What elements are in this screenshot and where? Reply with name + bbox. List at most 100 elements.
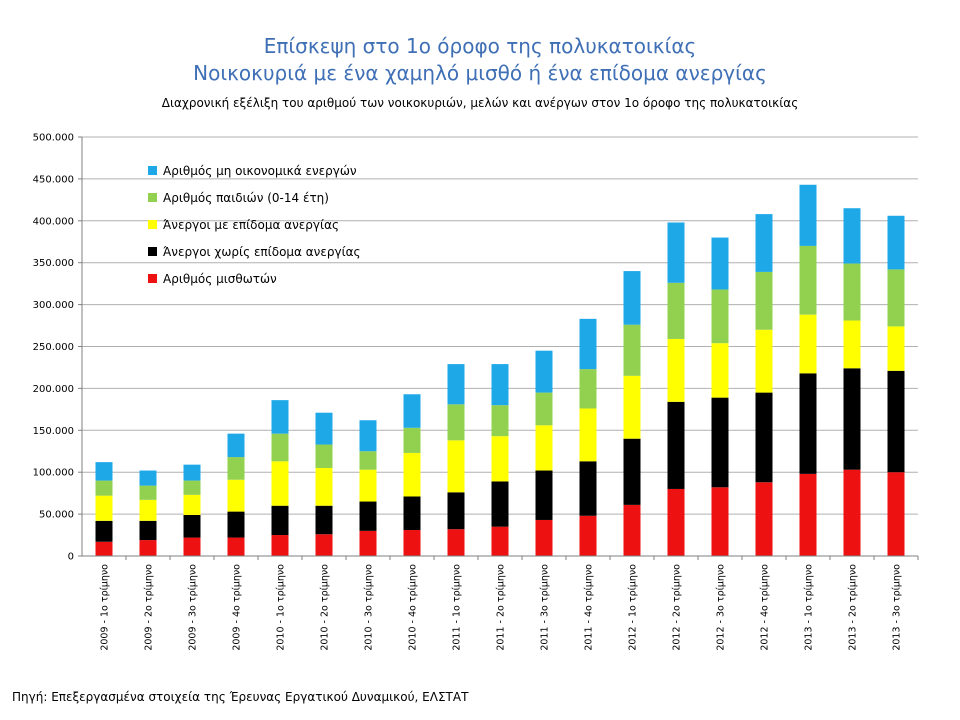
bar-segment bbox=[623, 504, 641, 556]
bar-segment bbox=[403, 427, 421, 453]
chart-title-line-2: Νοικοκυριά με ένα χαμηλό μισθό ή ένα επί… bbox=[193, 61, 767, 85]
bar-segment bbox=[711, 237, 729, 290]
chart-subtitle: Διαχρονική εξέλιξη του αριθμού των νοικο… bbox=[161, 96, 799, 110]
bar-segment bbox=[887, 269, 905, 327]
bar-segment bbox=[95, 480, 113, 496]
bar-segment bbox=[755, 482, 773, 556]
bar-segment bbox=[95, 462, 113, 481]
x-tick-label: 2009 - 2ο τρίμηνο bbox=[144, 564, 155, 651]
bar-segment bbox=[403, 496, 421, 531]
x-tick-label: 2011 - 3ο τρίμηνο bbox=[540, 564, 551, 651]
bar-segment bbox=[623, 271, 641, 325]
x-tick-label: 2013 - 2ο τρίμηνο bbox=[848, 564, 859, 651]
bar-segment bbox=[139, 485, 157, 500]
axes bbox=[81, 137, 918, 557]
x-axis-tick-labels: 2009 - 1ο τρίμηνο 2009 - 2ο τρίμηνο 2009 -… bbox=[100, 556, 919, 651]
bar-segment bbox=[447, 529, 465, 556]
bar-segment bbox=[843, 368, 861, 470]
bar-segment bbox=[315, 444, 333, 469]
bar-segment bbox=[271, 505, 289, 536]
legend-label: Άνεργοι με επίδομα ανεργίας bbox=[163, 218, 339, 232]
bar-segment bbox=[491, 436, 509, 482]
bar-segment bbox=[755, 329, 773, 393]
bar-segment bbox=[711, 289, 729, 344]
bar-segment bbox=[667, 282, 685, 339]
bar-segment bbox=[491, 481, 509, 527]
y-tick-label: 50.000 bbox=[39, 510, 74, 521]
bar-segment bbox=[755, 214, 773, 272]
y-tick-label: 450.000 bbox=[33, 174, 74, 185]
bar-segment bbox=[227, 511, 245, 538]
x-tick-label: 2009 - 3ο τρίμηνο bbox=[188, 564, 199, 651]
bar-segment bbox=[579, 408, 597, 462]
legend-swatch bbox=[148, 193, 157, 202]
source-note: Πηγή: Επεξεργασμένα στοιχεία της Έρευνας… bbox=[12, 690, 469, 704]
bar-segment bbox=[403, 530, 421, 556]
legend-swatch bbox=[148, 274, 157, 283]
bar-segment bbox=[95, 520, 113, 542]
bar-segment bbox=[887, 326, 905, 371]
y-tick-label: 300.000 bbox=[33, 300, 74, 311]
x-tick-label: 2011 - 2ο τρίμηνο bbox=[496, 564, 507, 651]
x-tick-label: 2009 - 1ο τρίμηνο bbox=[100, 564, 111, 651]
bar-segment bbox=[227, 457, 245, 480]
bar-segment bbox=[227, 479, 245, 512]
bar-segment bbox=[755, 271, 773, 330]
legend-label: Αριθμός μη οικονομικά ενεργών bbox=[163, 164, 357, 178]
x-tick-label: 2010 - 3ο τρίμηνο bbox=[364, 564, 375, 651]
y-axis-tick-labels: 0 50.000 100.000 150.000 200.000 250.000 300.0… bbox=[33, 133, 82, 563]
bar-segment bbox=[227, 433, 245, 458]
bar-segment bbox=[623, 375, 641, 439]
x-tick-label: 2010 - 4ο τρίμηνο bbox=[408, 564, 419, 651]
bar-segment bbox=[271, 433, 289, 462]
x-tick-label: 2011 - 4ο τρίμηνο bbox=[584, 564, 595, 651]
bar-segment bbox=[843, 208, 861, 264]
bar-segment bbox=[667, 401, 685, 489]
bar-segment bbox=[139, 540, 157, 556]
bar-segment bbox=[403, 394, 421, 428]
bar-segment bbox=[711, 487, 729, 556]
bar-segment bbox=[447, 440, 465, 493]
bar-segment bbox=[271, 535, 289, 556]
bar-segment bbox=[887, 215, 905, 270]
y-tick-label: 400.000 bbox=[33, 216, 74, 227]
legend-label: Άνεργοι χωρίς επίδομα ανεργίας bbox=[163, 245, 361, 259]
bar-segment bbox=[579, 461, 597, 516]
bar-segment bbox=[359, 469, 377, 502]
bar-segment bbox=[183, 514, 201, 538]
bar-segment bbox=[359, 501, 377, 531]
bar-segment bbox=[139, 499, 157, 521]
bar-segment bbox=[95, 541, 113, 556]
bar-segment bbox=[667, 338, 685, 402]
y-tick-label: 0 bbox=[68, 552, 74, 563]
x-tick-label: 2012 - 2ο τρίμηνο bbox=[672, 564, 683, 651]
bar-segment bbox=[623, 324, 641, 376]
bar-segment bbox=[535, 425, 553, 471]
bar-segment bbox=[799, 314, 817, 374]
y-tick-label: 150.000 bbox=[33, 426, 74, 437]
x-tick-label: 2012 - 4ο τρίμηνο bbox=[760, 564, 771, 651]
bar-segment bbox=[315, 412, 333, 445]
bar-segment bbox=[799, 373, 817, 474]
bar-segment bbox=[579, 318, 597, 370]
bar-segment bbox=[799, 184, 817, 246]
bar-segment bbox=[535, 470, 553, 520]
legend-swatch bbox=[148, 166, 157, 175]
x-tick-label: 2010 - 2ο τρίμηνο bbox=[320, 564, 331, 651]
bar-segment bbox=[887, 472, 905, 556]
bar-segment bbox=[359, 451, 377, 470]
bar-segment bbox=[623, 438, 641, 505]
bar-segment bbox=[359, 530, 377, 556]
chart-title-line-1: Επίσκεψη στο 1ο όροφο της πολυκατοικίας bbox=[263, 34, 697, 58]
bar-segment bbox=[579, 515, 597, 556]
bar-segment bbox=[139, 520, 157, 541]
bar-segment bbox=[579, 369, 597, 409]
y-tick-label: 350.000 bbox=[33, 258, 74, 269]
bar-segment bbox=[271, 461, 289, 506]
x-tick-label: 2010 - 1ο τρίμηνο bbox=[276, 564, 287, 651]
bars bbox=[95, 184, 905, 556]
y-tick-label: 250.000 bbox=[33, 342, 74, 353]
bar-segment bbox=[227, 537, 245, 556]
bar-segment bbox=[887, 370, 905, 473]
bar-segment bbox=[315, 468, 333, 506]
